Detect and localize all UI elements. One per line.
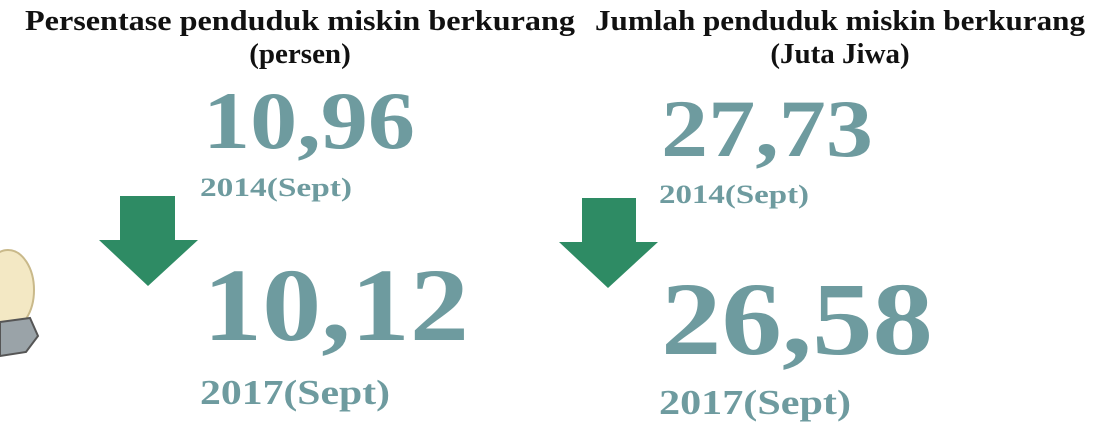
- year-to: 2017(Sept): [659, 383, 851, 422]
- down-arrow: [559, 198, 658, 288]
- year-to: 2017(Sept): [200, 373, 390, 412]
- value-from: 27,73: [661, 83, 873, 174]
- value-to: 26,58: [661, 262, 933, 377]
- panel-subtitle: (persen): [249, 38, 350, 70]
- year-from: 2014(Sept): [200, 173, 352, 202]
- year-from: 2014(Sept): [659, 180, 809, 209]
- panel-title: Persentase penduduk miskin berkurang: [25, 5, 576, 37]
- value-from: 10,96: [203, 75, 415, 166]
- panel-title: Jumlah penduduk miskin berkurang: [595, 5, 1086, 37]
- value-to: 10,12: [203, 248, 469, 363]
- cartoon-fragment: [0, 249, 40, 358]
- panel-subtitle: (Juta Jiwa): [770, 38, 909, 70]
- down-arrow: [99, 196, 198, 286]
